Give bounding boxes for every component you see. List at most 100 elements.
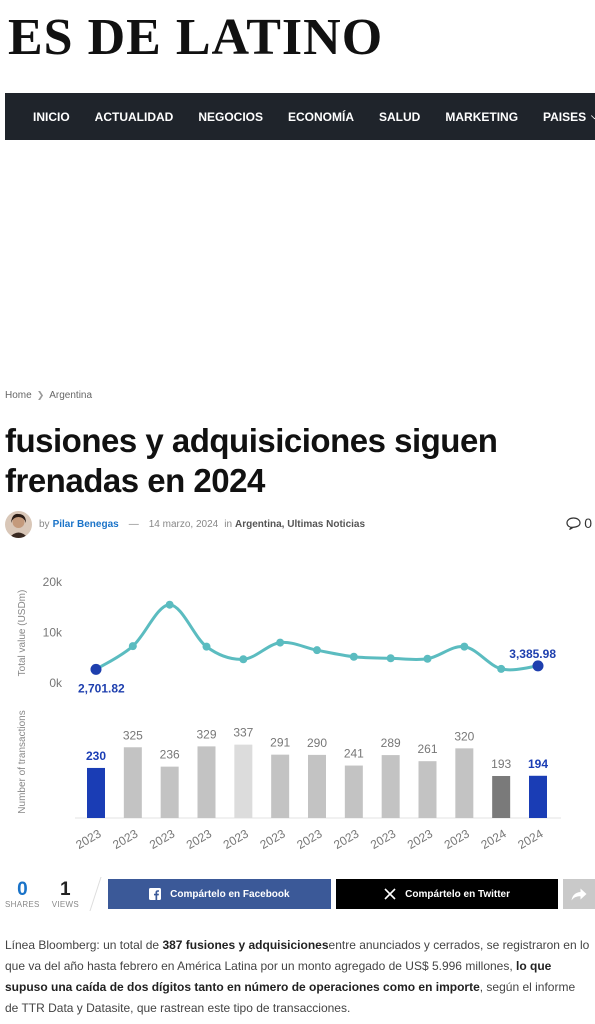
chevron-down-icon: ⌵ [591,111,595,121]
bar [234,744,253,818]
shares-count: 0 [17,878,28,900]
nav-item-marketing[interactable]: MARKETING [445,110,518,124]
bar-data-label: 241 [344,747,364,761]
shares-stat: 0 SHARES [5,878,40,909]
category-links[interactable]: Argentina, Ultimas Noticias [235,518,366,530]
line-point [423,654,432,663]
breadcrumb-home[interactable]: Home [5,390,32,401]
bar [492,775,511,818]
line-point [276,638,285,647]
avatar[interactable] [5,510,32,538]
x-tick-label: 2023 [294,826,324,852]
x-tick-label: 2023 [147,826,177,852]
nav-item-negocios[interactable]: NEGOCIOS [198,110,263,124]
bar [418,761,437,818]
article-meta: by Pilar Benegas — 14 marzo, 2024 in Arg… [5,509,595,539]
nav-item-label: SALUD [379,109,421,124]
bar-data-label: 320 [454,729,474,743]
share-arrow-icon [571,888,587,900]
line-point [90,663,102,675]
bar [529,775,547,818]
nav-item-salud[interactable]: SALUD [379,110,420,124]
bar-data-label: 193 [491,757,511,771]
x-tick-label: 2023 [368,826,398,852]
page-title: fusiones y adquisiciones siguen frenadas… [5,422,498,499]
line-y-tick-label: 0k [49,676,63,690]
nav-item-label: MARKETING [445,109,519,124]
line-point [386,654,395,663]
bar [455,748,474,818]
nav-item-actualidad[interactable]: ACTUALIDAD [95,110,174,124]
bar [87,767,105,818]
bar-data-label: 325 [123,728,143,742]
line-point [313,646,321,655]
bar-data-label: 230 [86,749,106,763]
x-tick-label: 2023 [110,826,140,852]
bar [381,755,400,818]
nav-item-label: INICIO [33,109,70,124]
site-logo[interactable]: ES DE LATINO [8,9,384,66]
share-facebook-button[interactable]: Compártelo en Facebook [107,879,331,909]
nav-item-label: NEGOCIOS [198,109,264,124]
bar-data-label: 261 [417,742,437,756]
bar [344,765,363,818]
bar [308,754,326,818]
views-stat: 1 VIEWS [51,878,79,909]
nav-item-label: ECONOMÍA [288,109,355,124]
comments-link[interactable]: 0 [566,515,592,531]
chevron-right-icon: ❯ [36,390,45,400]
share-twitter-label: Compártelo en Twitter [405,888,510,900]
x-tick-label: 2024 [479,826,509,852]
bar-data-label: 337 [233,726,253,740]
bar-data-label: 290 [307,736,327,750]
line-data-label: 2,701.82 [78,681,125,695]
line-point [165,600,174,609]
comment-icon [566,516,581,530]
bar [160,766,179,818]
text: Línea Bloomberg: un total de [5,938,163,952]
share-bar: 0 SHARES 1 VIEWS Compártelo en Facebook … [5,876,595,912]
shares-label: SHARES [5,899,40,909]
facebook-icon [149,888,162,900]
nav-item-inicio[interactable]: INICIO [33,110,70,124]
article-body: Línea Bloomberg: un total de 387 fusione… [5,935,590,1019]
nav-item-label: ACTUALIDAD [94,109,174,124]
nav-item-economia[interactable]: ECONOMÍA [288,110,354,124]
line-data-label: 3,385.98 [509,647,556,661]
text: entre anunciados y cerrados, se registra… [5,938,590,973]
bar-data-label: 291 [270,736,290,750]
in-label: in [224,518,233,530]
share-twitter-button[interactable]: Compártelo en Twitter [335,879,559,909]
bar [123,747,142,818]
x-tick-label: 2024 [515,826,545,852]
share-more-button[interactable] [563,879,595,909]
line-point [239,655,248,664]
breadcrumb-current[interactable]: Argentina [49,390,93,401]
line-point [532,660,544,672]
x-tick-label: 2023 [73,826,103,852]
x-tick-label: 2023 [331,826,361,852]
bar-data-label: 194 [528,757,548,771]
chart: Total value (USDm) 20k 10k 0k 2,701.82 3,385.… [5,568,595,860]
share-facebook-label: Compártelo en Facebook [170,888,290,900]
author-link[interactable]: Pilar Benegas [52,518,119,530]
meta-separator: — [128,518,139,530]
comments-count: 0 [584,515,592,531]
line-y-tick-label: 10k [43,626,63,640]
x-tick-label: 2023 [184,826,214,852]
views-count: 1 [60,878,71,900]
x-tick-label: 2023 [442,826,472,852]
nav-item-paises[interactable]: PAISES ⌵ [543,110,595,124]
bar-data-label: 236 [160,748,180,762]
line-point [128,642,137,651]
x-tick-label: 2023 [258,826,288,852]
divider [89,877,102,911]
x-tick-label: 2023 [221,826,251,852]
views-label: VIEWS [51,899,79,909]
bar-data-label: 289 [381,736,401,750]
bar-y-axis-label: Number of transactions [17,710,28,813]
article-paragraph: Línea Bloomberg: un total de 387 fusione… [5,935,590,1019]
text-bold: lo que supuso una caída de dos dígitos t… [5,959,552,994]
bar [197,746,216,818]
bar [271,754,290,818]
